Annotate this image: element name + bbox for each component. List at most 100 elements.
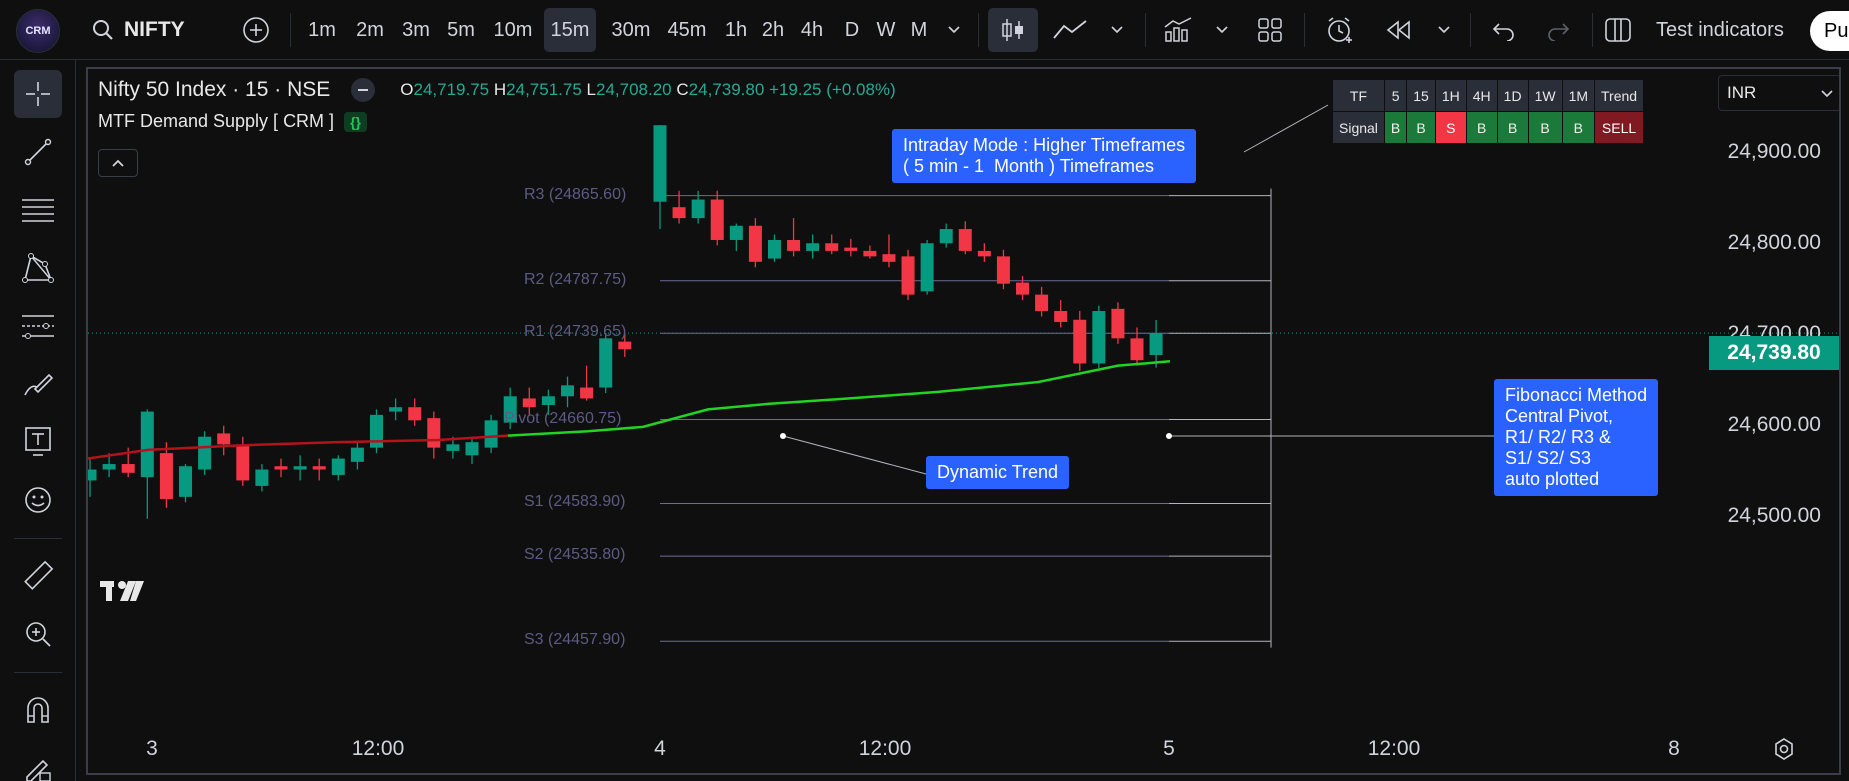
redo-button[interactable] — [1540, 8, 1576, 52]
alert-button[interactable] — [1322, 8, 1358, 52]
pencil-lock-icon — [26, 759, 51, 781]
collapse-legend-button[interactable] — [98, 149, 138, 177]
trend-line-tool[interactable] — [14, 128, 62, 176]
indicators-icon — [1164, 17, 1192, 42]
mtf-signal-cell: B — [1527, 111, 1563, 144]
pivot-level-label: S3 (24457.90) — [524, 631, 626, 649]
interval-2m[interactable]: 2m — [356, 18, 384, 41]
open-label: O — [400, 80, 414, 99]
replay-dropdown[interactable] — [1432, 8, 1456, 52]
interval-3m[interactable]: 3m — [402, 18, 430, 41]
chart-pane[interactable]: Nifty 50 Index · 15 · NSE O24,719.75 H24… — [86, 67, 1841, 775]
candle-body — [102, 464, 116, 470]
mtf-signal-cell: B — [1406, 111, 1436, 144]
pivot-level-label: R3 (24865.60) — [524, 185, 627, 203]
candle-body — [561, 385, 574, 397]
emoji-tool[interactable] — [14, 476, 62, 524]
candle-body — [159, 453, 173, 500]
pivot-level-label: R1 (24739.65) — [524, 323, 627, 341]
magnet-tool[interactable] — [14, 686, 62, 734]
pattern-tool[interactable] — [14, 244, 62, 292]
publish-button[interactable]: Pu — [1810, 11, 1849, 51]
candle-body — [939, 229, 953, 244]
layout-button[interactable] — [1252, 8, 1288, 52]
candle-body — [618, 341, 632, 350]
zoom-tool[interactable] — [14, 610, 62, 658]
mtf-signal-cell: B — [1465, 111, 1498, 144]
mtf-signal-label: Signal — [1332, 111, 1385, 144]
mtf-header-cell: 1M — [1561, 79, 1596, 112]
compare-symbol-button[interactable] — [240, 8, 272, 52]
candle-body — [198, 436, 212, 470]
interval-5m[interactable]: 5m — [447, 18, 475, 41]
interval-W[interactable]: W — [876, 18, 896, 41]
candle-body — [446, 444, 460, 451]
mtf-header-cell: 15 — [1406, 79, 1436, 112]
interval-10m[interactable]: 10m — [493, 18, 533, 41]
fibonacci-anchor-dot — [1166, 433, 1172, 439]
interval-2h[interactable]: 2h — [761, 18, 785, 41]
pivot-level-label: S1 (24583.90) — [524, 493, 626, 511]
candle-body — [140, 411, 154, 478]
interval-45m[interactable]: 45m — [667, 18, 707, 41]
dash-circle-icon[interactable] — [350, 77, 376, 103]
fibonacci-callout[interactable]: Fibonacci Method Central Pivot, R1/ R2/ … — [1494, 379, 1659, 496]
text-tool[interactable] — [14, 418, 62, 466]
price-tick-label: 24,600.00 — [1727, 413, 1821, 436]
candles-chart-type-button[interactable] — [988, 8, 1038, 52]
line-tool-dropdown[interactable] — [1105, 8, 1129, 52]
measure-tool[interactable] — [14, 552, 62, 600]
interval-D[interactable]: D — [844, 18, 860, 41]
test-indicators-button[interactable]: Test indicators — [1652, 8, 1788, 52]
candle-body — [996, 256, 1010, 284]
brush-tool[interactable] — [14, 360, 62, 408]
symbol-search[interactable]: NIFTY — [92, 8, 185, 52]
chevron-down-icon — [1216, 26, 1228, 34]
mtf-header-cell: Trend — [1594, 79, 1645, 112]
interval-1h[interactable]: 1h — [724, 18, 748, 41]
indicator-legend[interactable]: MTF Demand Supply [ CRM ] {} — [98, 111, 367, 132]
mtf-header-cell: 1H — [1434, 79, 1467, 112]
candle-body — [427, 418, 441, 448]
interval-1m[interactable]: 1m — [308, 18, 336, 41]
candle-body — [691, 199, 705, 219]
interval-M[interactable]: M — [910, 18, 928, 41]
replay-button[interactable] — [1380, 8, 1416, 52]
indicators-dropdown[interactable] — [1210, 8, 1234, 52]
interval-15m[interactable]: 15m — [544, 8, 596, 52]
line-tool-button[interactable] — [1050, 8, 1090, 52]
candle-body — [121, 464, 135, 473]
fib-tool[interactable] — [14, 186, 62, 234]
undo-button[interactable] — [1486, 8, 1522, 52]
mtf-header-cell: TF — [1332, 79, 1385, 112]
intraday-mode-callout[interactable]: Intraday Mode : Higher Timeframes ( 5 mi… — [892, 129, 1197, 183]
price-tick-label: 24,500.00 — [1727, 504, 1821, 527]
chart-canvas[interactable] — [88, 69, 1839, 773]
interval-dropdown[interactable] — [940, 8, 968, 52]
mtf-signal-cell: B — [1496, 111, 1529, 144]
time-tick-label: 5 — [1163, 737, 1175, 760]
drawing-lock-tool[interactable] — [14, 744, 62, 781]
candle-body — [389, 407, 403, 412]
time-tick-label: 4 — [654, 737, 666, 760]
interval-30m[interactable]: 30m — [611, 18, 651, 41]
close-value: 24,739.80 — [688, 80, 765, 99]
chart-settings-button[interactable] — [1772, 737, 1796, 766]
alarm-clock-icon — [1328, 17, 1352, 43]
indicators-button[interactable] — [1160, 8, 1196, 52]
pattern-icon — [22, 253, 54, 283]
indicator-source-icon[interactable]: {} — [344, 111, 367, 132]
interval-4h[interactable]: 4h — [800, 18, 824, 41]
forecast-tool[interactable] — [14, 302, 62, 350]
user-avatar[interactable]: CRM — [16, 9, 60, 53]
candle-body — [350, 447, 364, 462]
tradingview-logo[interactable] — [100, 577, 146, 611]
dynamic-trend-callout[interactable]: Dynamic Trend — [926, 456, 1070, 489]
candle-body — [882, 254, 896, 262]
crosshair-tool[interactable] — [14, 70, 62, 118]
candle-body — [1035, 294, 1049, 312]
candle-body — [863, 250, 877, 257]
currency-select[interactable]: INR — [1718, 75, 1839, 111]
watchlist-panel-button[interactable] — [1600, 8, 1636, 52]
redo-icon — [1548, 23, 1570, 41]
